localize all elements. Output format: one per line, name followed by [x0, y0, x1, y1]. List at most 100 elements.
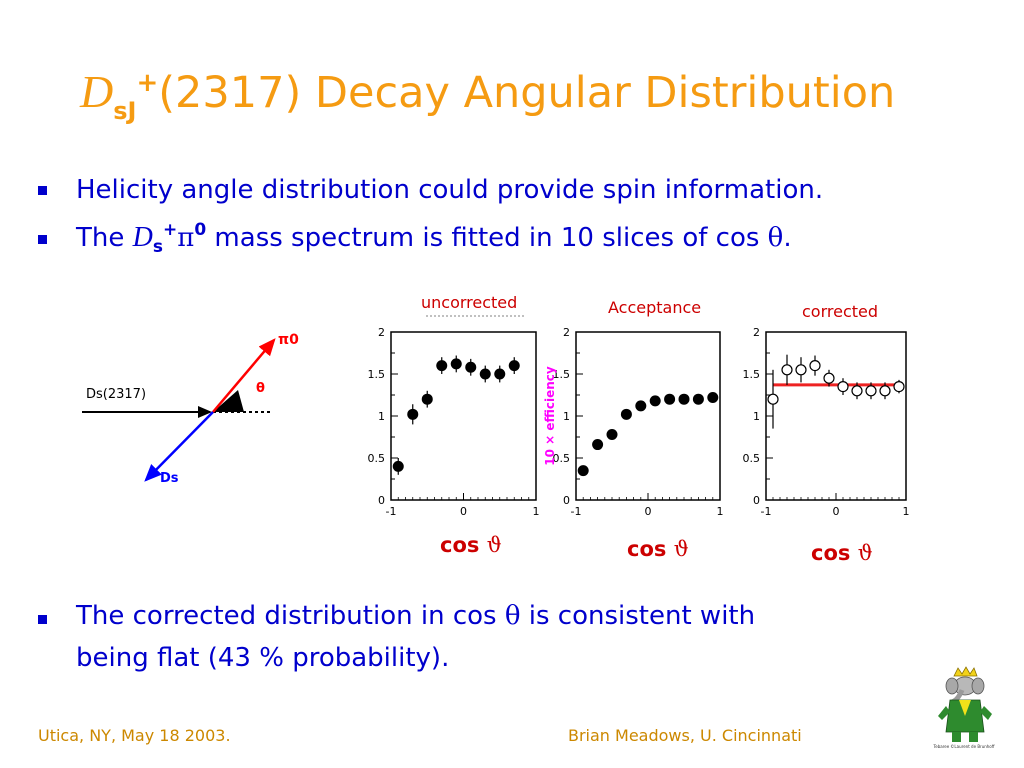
- data-point: [767, 393, 779, 405]
- data-point: [577, 465, 589, 477]
- data-point: [436, 360, 448, 372]
- cos-label-3: cos ϑ: [811, 541, 873, 565]
- bullet-2-d: D: [132, 222, 153, 253]
- footer-left: Utica, NY, May 18 2003.: [38, 726, 231, 745]
- y-tick-label: 1: [753, 410, 760, 423]
- data-point: [649, 395, 661, 407]
- data-point: [392, 460, 404, 472]
- data-point: [678, 393, 690, 405]
- y-tick-label: 1.5: [743, 368, 761, 381]
- pi-arrow: [212, 338, 276, 413]
- cos-label-2: cos ϑ: [627, 537, 689, 561]
- cos-text-1: cos: [440, 533, 480, 557]
- footer-right: Brian Meadows, U. Cincinnati: [568, 726, 802, 745]
- x-tick-label: 0: [833, 505, 840, 518]
- data-point: [692, 393, 704, 405]
- data-point: [494, 368, 506, 380]
- bullet-1: Helicity angle distribution could provid…: [76, 175, 824, 205]
- data-point: [508, 360, 520, 372]
- data-point: [606, 428, 618, 440]
- data-point: [479, 368, 491, 380]
- data-point: [851, 385, 863, 397]
- plot-frame: [575, 331, 721, 501]
- title-subscript: sJ: [113, 97, 137, 125]
- data-point: [635, 400, 647, 412]
- bullet-3-line-1: The corrected distribution in cos θ is c…: [76, 600, 755, 632]
- daughter-label: Ds: [160, 471, 179, 486]
- data-point: [620, 408, 632, 420]
- bullet-3-theta: θ: [504, 601, 521, 631]
- y-tick-label: 1.5: [553, 368, 571, 381]
- y-tick-label: 2: [563, 326, 570, 339]
- data-point: [837, 380, 849, 393]
- data-point: [809, 359, 821, 372]
- bullet-3-line-2: being flat (43 % probability).: [76, 643, 450, 673]
- bullet-2-pre: The: [76, 223, 133, 253]
- y-tick-label: 2: [378, 326, 385, 339]
- data-point: [421, 393, 433, 405]
- y-tick-label: 1.5: [368, 368, 386, 381]
- parent-label: Ds(2317): [86, 387, 146, 402]
- y-tick-label: 0: [563, 494, 570, 507]
- decay-diagram: Ds(2317) π0 θ Ds: [82, 332, 299, 486]
- label-acceptance: Acceptance: [608, 298, 702, 317]
- y-tick-label: 0: [378, 494, 385, 507]
- y-tick-label: 0.5: [368, 452, 386, 465]
- x-tick-label: 1: [717, 505, 724, 518]
- cos-theta-2: ϑ: [673, 537, 689, 561]
- bullet-3-b: is consistent with: [520, 601, 756, 631]
- y-tick-label: 1: [563, 410, 570, 423]
- y-tick-label: 0: [753, 494, 760, 507]
- ds-arrow: [144, 411, 214, 482]
- cos-text-2: cos: [627, 537, 667, 561]
- bullet-2-post: mass spectrum is fitted in 10 slices of …: [206, 223, 768, 253]
- bullet-marker-3: [38, 615, 47, 624]
- bullet-3-a: The corrected distribution in cos: [76, 601, 505, 631]
- y-axis-label: 10 × efficiency: [543, 366, 557, 466]
- chart-uncorrected: 00.511.52-1 0 1: [368, 326, 540, 518]
- cos-text-3: cos: [811, 541, 851, 565]
- data-point: [795, 364, 807, 376]
- y-tick-label: 2: [753, 326, 760, 339]
- data-point: [450, 358, 462, 370]
- bullet-2-end: .: [783, 223, 792, 253]
- data-point: [592, 439, 604, 451]
- cos-label-1: cos ϑ: [440, 533, 502, 557]
- data-point: [893, 380, 905, 393]
- data-point: [407, 408, 419, 420]
- chart-corrected: 00.511.52-1 0 1: [743, 326, 910, 518]
- x-tick-label: 1: [903, 505, 910, 518]
- title-d-symbol: D: [80, 66, 114, 117]
- bullet-2-sub: s: [152, 237, 163, 257]
- data-point: [865, 385, 877, 397]
- bullet-marker-2: [38, 235, 47, 244]
- angle-label: θ: [256, 381, 265, 396]
- data-point: [465, 361, 477, 373]
- cos-theta-1: ϑ: [486, 533, 502, 557]
- data-point: [707, 392, 719, 404]
- y-tick-label: 0.5: [553, 452, 571, 465]
- title-text: (2317) Decay Angular Distribution: [158, 68, 896, 118]
- data-point: [781, 364, 793, 376]
- x-tick-label: 0: [460, 505, 467, 518]
- bullet-2-sup: +: [162, 220, 178, 240]
- x-tick-label: 0: [645, 505, 652, 518]
- x-tick-label: -1: [386, 505, 397, 518]
- bullet-marker-1: [38, 186, 47, 195]
- x-tick-label: 1: [533, 505, 540, 518]
- label-uncorrected-underline: [426, 315, 524, 320]
- slide-title: DsJ+(2317) Decay Angular Distribution: [80, 66, 895, 125]
- label-uncorrected: uncorrected: [421, 293, 518, 312]
- label-corrected: corrected: [802, 302, 879, 321]
- logo-caption: Tebaree ©Laurent de Brunhoff: [932, 744, 994, 749]
- y-tick-label: 0.5: [743, 452, 761, 465]
- bullet-2: The Ds+π0 mass spectrum is fitted in 10 …: [76, 220, 792, 257]
- data-point: [879, 385, 891, 397]
- title-superscript: +: [136, 68, 159, 98]
- cos-theta-3: ϑ: [857, 541, 873, 565]
- x-tick-label: -1: [571, 505, 582, 518]
- data-point: [664, 393, 676, 405]
- x-tick-label: -1: [761, 505, 772, 518]
- chart-acceptance: 00.511.52-1 0 110 × efficiency: [543, 326, 724, 518]
- bullet-2-pisup: 0: [194, 220, 207, 240]
